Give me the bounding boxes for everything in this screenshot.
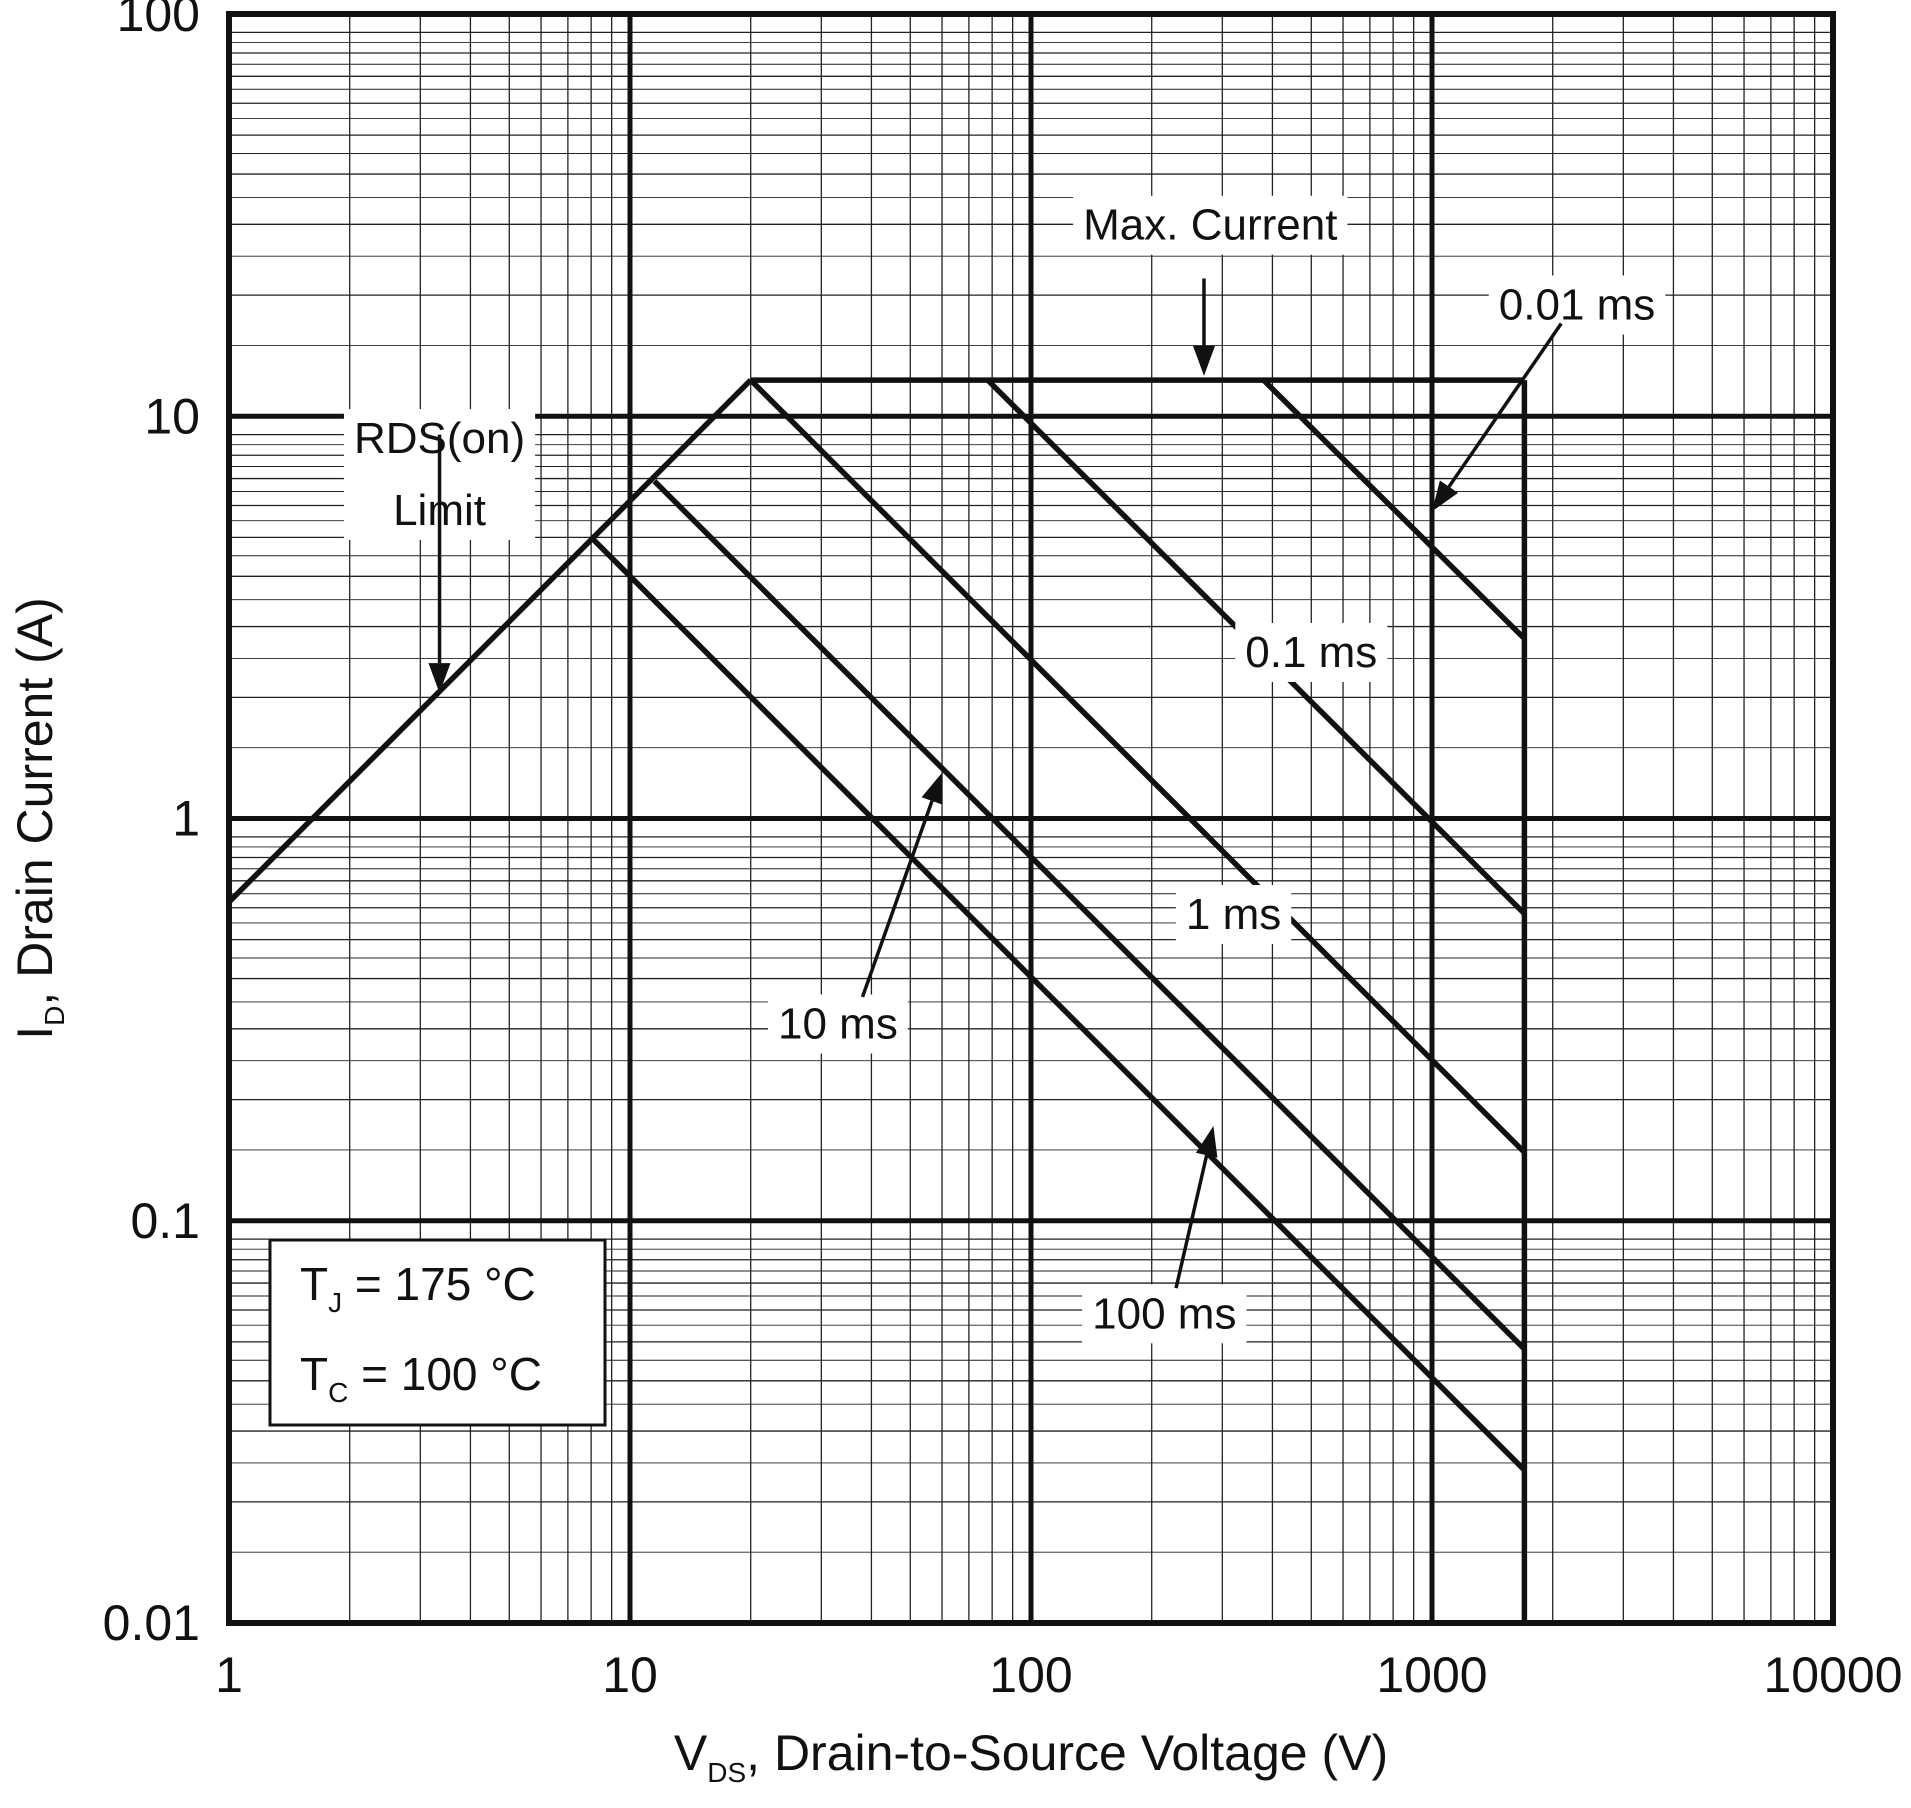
series-lines (227, 377, 1528, 1623)
y-tick-label: 1 (172, 791, 200, 847)
annotation-ms100: 100 ms (1082, 1126, 1247, 1344)
conditions-frame (268, 1238, 607, 1427)
condition-label: TJ = 175 °C (300, 1258, 536, 1318)
annotation-label: Max. Current (1083, 201, 1337, 250)
y-tick-label: 0.01 (103, 1595, 200, 1651)
axis-labels: VDS, Drain-to-Source Voltage (V) ID, Drai… (7, 597, 1388, 1788)
plot-frame (226, 11, 1836, 1626)
x-tick-label: 1000 (1376, 1647, 1487, 1703)
annotation-label-background (1235, 622, 1388, 682)
annotations: RDS(on)Limit Max. Current 0.01 ms 0.1 ms 1 m… (343, 195, 1666, 1344)
series-10-ms (652, 479, 1527, 1351)
annotation-label-background (1488, 275, 1666, 335)
annotation-arrow-shaft (1174, 1154, 1209, 1289)
conditions-box: TJ = 175 °C TC = 100 °C (268, 1238, 607, 1427)
annotation-label: 10 ms (778, 999, 898, 1048)
y-axis-label: ID, Drain Current (A) (7, 597, 70, 1040)
x-tick-label: 10000 (1763, 1647, 1902, 1703)
annotation-ms001: 0.01 ms (1432, 275, 1666, 512)
x-tick-label: 100 (989, 1647, 1072, 1703)
annotation-label-background (1175, 885, 1292, 945)
annotation-ms01: 0.1 ms (1235, 622, 1388, 682)
annotation-label: 100 ms (1092, 1289, 1236, 1338)
x-axis-label: VDS, Drain-to-Source Voltage (V) (674, 1725, 1388, 1788)
annotation-label-background (1073, 195, 1348, 255)
annotation-label: 0.01 ms (1499, 281, 1656, 330)
annotation-label: 1 ms (1186, 890, 1281, 939)
annotation-arrowhead (1193, 345, 1215, 376)
y-tick-label: 100 (117, 0, 200, 42)
annotation-label-background (1082, 1284, 1247, 1344)
annotation-maxcur: Max. Current (1073, 195, 1348, 376)
annotation-arrowhead (921, 772, 943, 805)
x-tick-label: 10 (602, 1647, 658, 1703)
annotation-arrow-shaft (1447, 322, 1563, 488)
annotation-arrowhead (1432, 480, 1459, 512)
y-tick-label: 10 (144, 388, 200, 444)
annotation-ms10: 10 ms (768, 772, 943, 1054)
y-tick-label: 0.1 (130, 1193, 200, 1249)
tick-labels: 1 10 100 1000 10000 0.01 0.1 1 10 100 (103, 0, 1903, 1703)
x-tick-label: 1 (215, 1647, 243, 1703)
annotation-label: 0.1 ms (1245, 628, 1377, 677)
series-0-01-ms (1261, 378, 1527, 641)
annotation-ms1: 1 ms (1175, 885, 1292, 945)
series-100-ms (589, 535, 1527, 1473)
annotation-arrowhead (1195, 1126, 1218, 1158)
series-1-ms (748, 378, 1527, 1155)
annotation-label-background (768, 994, 908, 1054)
annotation-rds: RDS(on)Limit (343, 409, 536, 694)
grid (226, 11, 1836, 1626)
series-rds-on-limit (227, 378, 753, 904)
annotation-arrow-shaft (860, 800, 934, 998)
condition-label: TC = 100 °C (300, 1348, 542, 1408)
annotation-arrowhead (428, 663, 451, 694)
